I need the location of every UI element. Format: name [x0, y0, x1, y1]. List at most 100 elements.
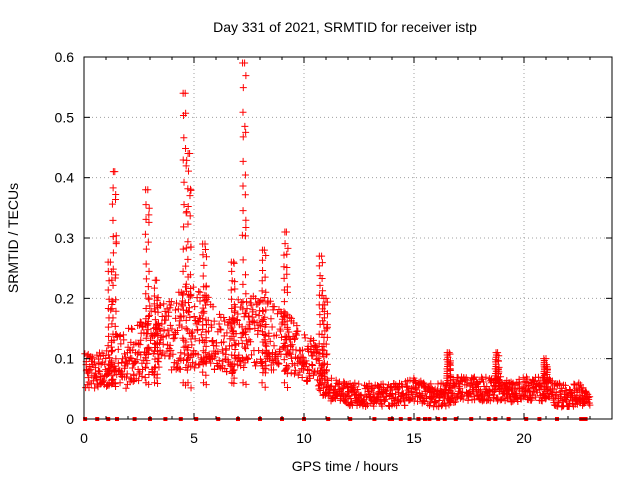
data-point	[266, 337, 274, 345]
data-point	[173, 360, 181, 368]
data-point	[323, 376, 331, 384]
data-point	[291, 334, 299, 342]
data-point	[239, 305, 247, 313]
data-point	[156, 327, 164, 335]
data-point	[445, 349, 453, 357]
data-point	[463, 381, 471, 389]
data-point	[123, 370, 131, 378]
data-point	[116, 366, 124, 374]
data-point	[181, 350, 189, 358]
data-point	[280, 298, 288, 306]
data-point	[519, 374, 527, 382]
data-point	[327, 374, 335, 382]
data-point	[86, 367, 94, 375]
data-point	[323, 333, 331, 341]
data-point	[201, 349, 209, 357]
data-point	[308, 360, 316, 368]
data-point	[182, 338, 190, 346]
data-point	[258, 358, 266, 366]
data-point	[158, 320, 166, 328]
data-point	[104, 342, 112, 350]
data-point	[160, 300, 168, 308]
data-point	[284, 325, 292, 333]
data-point	[182, 162, 190, 170]
data-point	[190, 312, 198, 320]
data-point	[322, 340, 330, 348]
data-point	[242, 224, 250, 232]
data-point	[118, 358, 126, 366]
data-point	[476, 387, 484, 395]
data-point	[107, 306, 115, 314]
data-point	[176, 365, 184, 373]
data-point	[231, 341, 239, 349]
data-point	[355, 380, 363, 388]
data-point	[245, 312, 253, 320]
data-point	[283, 283, 291, 291]
data-point	[378, 402, 386, 410]
data-point	[106, 258, 114, 266]
data-point	[322, 367, 330, 375]
data-point	[230, 307, 238, 315]
data-point	[187, 363, 195, 371]
data-point	[291, 361, 299, 369]
data-point	[154, 350, 162, 358]
data-point	[182, 316, 190, 324]
data-point	[238, 339, 246, 347]
data-point	[262, 288, 270, 296]
data-point	[315, 262, 323, 270]
data-point	[239, 354, 247, 362]
x-tick-label: 15	[406, 430, 422, 446]
data-point	[494, 349, 502, 357]
data-point	[230, 301, 238, 309]
data-point	[142, 275, 150, 283]
data-point	[186, 313, 194, 321]
data-point	[195, 361, 203, 369]
data-point	[294, 371, 302, 379]
data-point	[179, 245, 187, 253]
data-point	[489, 395, 497, 403]
data-point	[313, 345, 321, 353]
data-point	[284, 244, 292, 252]
data-point	[182, 209, 190, 217]
data-point	[187, 351, 195, 359]
labels-layer: 0 0.1 0.2 0.3 0.4 0.5 0.6 0 5 10 15 20	[55, 49, 532, 446]
data-point	[543, 384, 551, 392]
data-point	[267, 315, 275, 323]
data-point	[145, 343, 153, 351]
data-point	[284, 363, 292, 371]
data-point	[176, 354, 184, 362]
data-point	[261, 293, 269, 301]
data-point	[243, 355, 251, 363]
data-point	[235, 351, 243, 359]
data-point	[187, 335, 195, 343]
data-point	[169, 350, 177, 358]
data-point	[105, 351, 113, 359]
data-point	[116, 332, 124, 340]
data-point	[227, 295, 235, 303]
data-point	[122, 384, 130, 392]
data-point	[241, 122, 249, 130]
data-point	[112, 307, 120, 315]
data-point	[199, 368, 207, 376]
data-point	[230, 258, 238, 266]
data-point	[287, 350, 295, 358]
data-point	[323, 350, 331, 358]
data-point	[112, 195, 120, 203]
data-point	[269, 306, 277, 314]
data-point	[208, 323, 216, 331]
data-point	[431, 398, 439, 406]
data-point	[258, 318, 266, 326]
data-point	[543, 361, 551, 369]
data-point	[142, 290, 150, 298]
data-point	[173, 326, 181, 334]
data-point	[108, 346, 116, 354]
data-point	[316, 311, 324, 319]
data-point	[370, 402, 378, 410]
data-point	[242, 72, 250, 80]
data-point	[195, 288, 203, 296]
data-point	[87, 366, 95, 374]
data-point	[228, 370, 236, 378]
data-point	[187, 243, 195, 251]
data-point	[238, 323, 246, 331]
data-point	[555, 399, 563, 407]
